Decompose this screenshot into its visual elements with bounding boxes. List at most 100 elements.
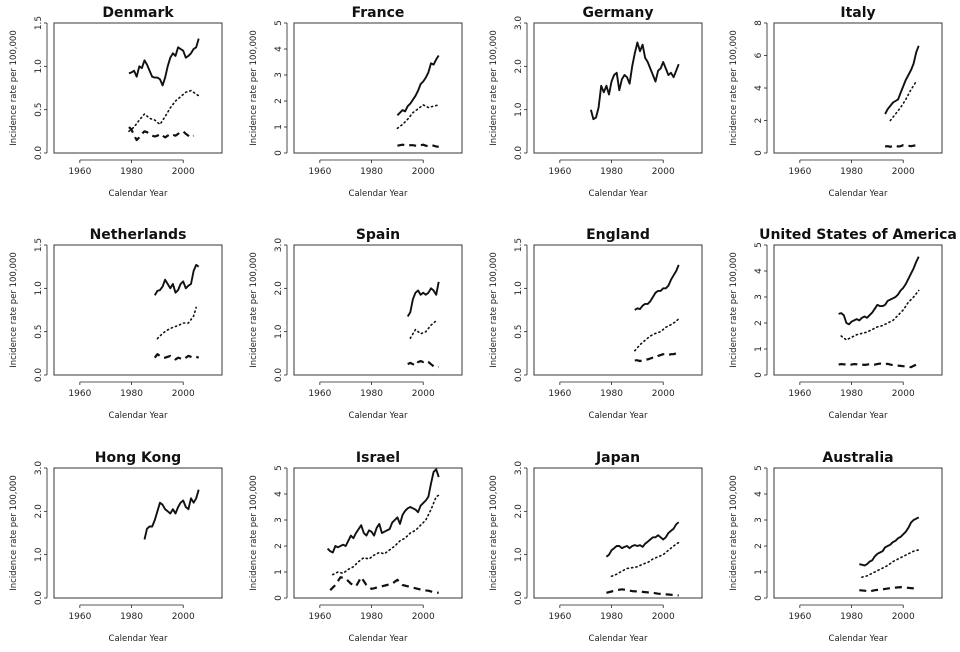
y-tick-label: 2: [754, 543, 764, 549]
y-axis-label: Incidence rate per 100,000: [729, 30, 739, 146]
chart-panel: France 0 1 2 3 4 5 1960 1980 2000 Calendar Year Inc…: [240, 0, 480, 207]
y-tick-label: 4: [274, 46, 284, 52]
y-axis-label: Incidence rate per 100,000: [9, 475, 19, 591]
series-line-dashed: [606, 588, 679, 597]
series-line-solid: [128, 38, 200, 87]
series-line-solid: [396, 54, 440, 116]
series-line-solid: [884, 45, 920, 115]
chart-svg: Germany 0.0 1.0 2.0 3.0 1960 1980 2000 Calendar …: [489, 5, 703, 199]
series-line-solid: [838, 256, 920, 326]
chart-title: United States of America: [759, 227, 957, 243]
y-tick-label: 1.0: [514, 281, 524, 296]
chart-svg: Spain 0.0 1.0 2.0 3.0 1960 1980 2000 Calendar Ye…: [249, 227, 463, 421]
series-line-dotted: [634, 317, 680, 352]
x-tick-label: 2000: [892, 389, 915, 399]
y-tick-label: 6: [754, 52, 764, 58]
y-tick-label: 1: [274, 569, 284, 575]
y-axis-label: Incidence rate per 100,000: [9, 30, 19, 146]
y-tick-label: 1.0: [514, 102, 524, 117]
x-tick-label: 1960: [68, 389, 91, 399]
x-tick-label: 1960: [788, 612, 811, 622]
series-line-dotted: [128, 89, 200, 133]
y-tick-label: 3.0: [514, 16, 524, 31]
x-axis-label: Calendar Year: [589, 634, 648, 644]
x-tick-label: 2000: [892, 612, 915, 622]
series-line-dashed: [128, 126, 195, 142]
y-axis-label: Incidence rate per 100,000: [249, 252, 259, 368]
y-tick-label: 4: [754, 491, 764, 497]
chart-svg: Japan 0.0 1.0 2.0 3.0 1960 1980 2000 Calendar Ye…: [489, 450, 703, 644]
x-axis-label: Calendar Year: [589, 189, 648, 199]
chart-panel: Australia 0 1 2 3 4 5 1960 1980 2000 Calendar Year…: [720, 445, 960, 652]
series-line-dotted: [409, 320, 437, 339]
y-tick-label: 3.0: [514, 461, 524, 476]
x-tick-label: 1980: [840, 167, 863, 177]
y-axis-label: Incidence rate per 100,000: [489, 30, 499, 146]
chart-title: Japan: [595, 450, 640, 466]
plot-frame: [773, 244, 943, 376]
y-axis-label: Incidence rate per 100,000: [249, 30, 259, 146]
y-tick-label: 3: [754, 517, 764, 523]
plot-frame: [53, 244, 223, 376]
x-axis-label: Calendar Year: [829, 411, 888, 421]
x-tick-label: 1960: [548, 612, 571, 622]
plot-frame: [533, 244, 703, 376]
chart-panel: Germany 0.0 1.0 2.0 3.0 1960 1980 2000 Calendar …: [480, 0, 720, 207]
series-line-dotted: [332, 494, 440, 576]
x-tick-label: 1960: [548, 167, 571, 177]
plot-frame: [53, 467, 223, 599]
y-tick-label: 3.0: [274, 238, 284, 253]
chart-svg: Italy 0 2 4 6 8 1960 1980 2000 Calendar Year Incid…: [729, 5, 943, 199]
x-tick-label: 1980: [120, 167, 143, 177]
y-tick-label: 2.0: [274, 281, 284, 296]
x-tick-label: 2000: [892, 167, 915, 177]
series-line-dotted: [396, 104, 440, 130]
x-tick-label: 1960: [548, 389, 571, 399]
chart-panel: Israel 0 1 2 3 4 5 1960 1980 2000 Calendar Year Inc…: [240, 445, 480, 652]
x-axis-label: Calendar Year: [109, 411, 168, 421]
series-line-dashed: [634, 352, 679, 363]
chart-title: Hong Kong: [95, 450, 181, 466]
y-tick-label: 0.0: [34, 591, 44, 606]
x-tick-label: 1960: [308, 389, 331, 399]
chart-svg: Hong Kong 0.0 1.0 2.0 3.0 1960 1980 2000 Calenda…: [9, 450, 223, 644]
series-line-dotted: [840, 289, 920, 341]
y-tick-label: 2.0: [514, 59, 524, 74]
y-tick-label: 1: [754, 346, 764, 352]
x-tick-label: 1960: [308, 612, 331, 622]
chart-panel: Spain 0.0 1.0 2.0 3.0 1960 1980 2000 Calendar Ye…: [240, 222, 480, 429]
chart-panel: Italy 0 2 4 6 8 1960 1980 2000 Calendar Year Incid…: [720, 0, 960, 207]
chart-panel: United States of America 0 1 2 3 4 5 1960 1980 20…: [720, 222, 960, 429]
y-tick-label: 8: [754, 20, 764, 26]
series-line-dashed: [153, 353, 200, 361]
y-tick-label: 3: [274, 72, 284, 78]
series-line-solid: [605, 521, 680, 558]
chart-title: Denmark: [102, 5, 174, 21]
chart-svg: Israel 0 1 2 3 4 5 1960 1980 2000 Calendar Year Inc…: [249, 450, 463, 644]
y-tick-label: 1.0: [34, 59, 44, 74]
series-line-dotted: [889, 80, 917, 122]
x-tick-label: 2000: [412, 389, 435, 399]
chart-svg: Australia 0 1 2 3 4 5 1960 1980 2000 Calendar Year…: [729, 450, 943, 644]
x-axis-label: Calendar Year: [349, 634, 408, 644]
y-tick-label: 1.0: [34, 281, 44, 296]
y-tick-label: 4: [274, 491, 284, 497]
x-tick-label: 1980: [840, 612, 863, 622]
series-line-solid: [326, 468, 440, 554]
y-tick-label: 0.0: [514, 591, 524, 606]
chart-svg: Denmark 0.0 0.5 1.0 1.5 1960 1980 2000 Calendar …: [9, 5, 223, 199]
y-tick-label: 1.5: [34, 16, 44, 30]
chart-svg: Netherlands 0.0 0.5 1.0 1.5 1960 1980 2000 Calen…: [9, 227, 223, 421]
series-line-dashed: [838, 362, 920, 369]
x-tick-label: 1980: [840, 389, 863, 399]
y-tick-label: 3: [754, 294, 764, 300]
series-line-solid: [143, 489, 200, 540]
y-tick-label: 1.0: [514, 547, 524, 562]
y-axis-label: Incidence rate per 100,000: [729, 475, 739, 591]
y-tick-label: 0.0: [274, 368, 284, 383]
y-tick-label: 1: [754, 569, 764, 575]
x-tick-label: 1980: [600, 612, 623, 622]
series-line-dotted: [610, 541, 680, 578]
x-tick-label: 2000: [172, 389, 195, 399]
